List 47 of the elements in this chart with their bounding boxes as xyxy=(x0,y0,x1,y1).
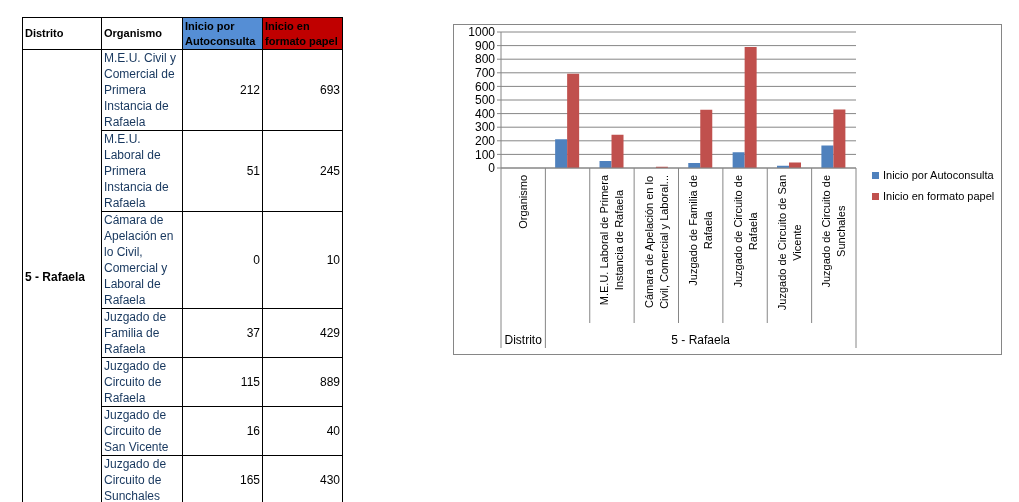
y-tick-label: 600 xyxy=(474,79,496,94)
data-label: 16 xyxy=(182,406,263,456)
x-tick-label: M.E.U. Laboral de Primera Instancia de Rafaela xyxy=(598,174,626,306)
text: 5 - Rafaela xyxy=(671,333,731,347)
data-label: 37 xyxy=(182,308,263,358)
category-label: Juzgado de Familia de Rafaela xyxy=(101,308,183,358)
text: Inicio por Autoconsulta xyxy=(182,17,263,50)
data-label: 889 xyxy=(262,357,343,407)
category-label: M.E.U. Civil y Comercial de Primera Instancia de Rafaela xyxy=(101,49,183,131)
y-tick-label: 900 xyxy=(474,38,496,53)
data-label: 0 xyxy=(182,211,263,309)
y-tick-label: 300 xyxy=(474,120,496,135)
x-tick-label: Juzgado de Circuito de San Vicente xyxy=(775,174,803,311)
text: Distrito xyxy=(504,333,543,347)
x-tick-label: Organismo xyxy=(517,175,530,229)
y-tick-label: 700 xyxy=(474,66,496,81)
text: Distrito xyxy=(22,17,102,50)
text: 5 - Rafaela xyxy=(22,49,102,502)
y-tick-label: 800 xyxy=(474,52,496,67)
text: Inicio en formato papel xyxy=(262,17,343,50)
x-tick-label: Juzgado de Familia de Rafaela xyxy=(687,174,715,286)
category-label: Juzgado de Circuito de Sunchales xyxy=(101,455,183,502)
y-tick-label: 100 xyxy=(474,147,496,162)
data-label: 429 xyxy=(262,308,343,358)
data-label: 40 xyxy=(262,406,343,456)
data-label: 245 xyxy=(262,130,343,212)
data-label: 165 xyxy=(182,455,263,502)
y-tick-label: 200 xyxy=(474,134,496,149)
x-tick-label: Juzgado de Circuito de Rafaela xyxy=(731,175,759,288)
data-label: 10 xyxy=(262,211,343,309)
category-label: Juzgado de Circuito de Rafaela xyxy=(101,357,183,407)
category-label: Cámara de Apelación en lo Civil, Comercial y Laboral de Rafaela xyxy=(101,211,183,309)
data-label: 693 xyxy=(262,49,343,131)
y-tick-label: 0 xyxy=(488,161,496,176)
data-label: 430 xyxy=(262,455,343,502)
text: Organismo xyxy=(101,17,183,50)
x-tick-label: Juzgado de Circuito de Sunchales xyxy=(820,175,848,288)
y-tick-label: 500 xyxy=(474,93,496,108)
y-tick-label: 400 xyxy=(474,106,496,121)
legend-label: Inicio en formato papel xyxy=(883,189,995,202)
category-label: Juzgado de Circuito de San Vicente xyxy=(101,406,183,456)
data-label: 51 xyxy=(182,130,263,212)
data-label: 115 xyxy=(182,357,263,407)
data-label: 212 xyxy=(182,49,263,131)
legend-label: Inicio por Autoconsulta xyxy=(883,168,994,181)
y-tick-label: 1000 xyxy=(468,25,496,40)
x-tick-label: Cámara de Apelación en lo Civil, Comercial y Laboral... xyxy=(642,175,670,309)
